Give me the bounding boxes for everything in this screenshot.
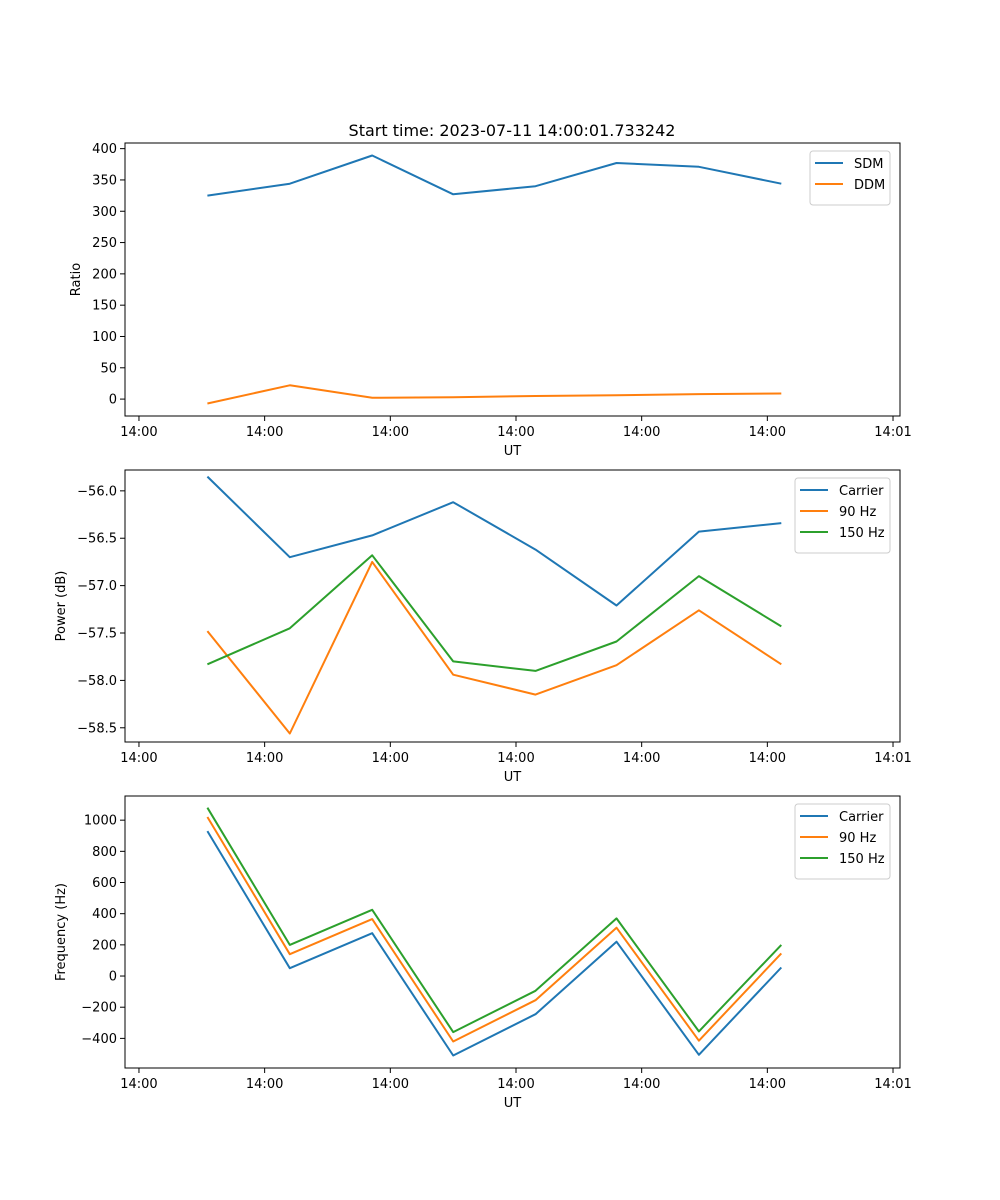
y-tick-label: −56.0	[77, 484, 117, 499]
y-tick-label: 200	[92, 938, 117, 953]
x-tick-label: 14:00	[749, 425, 786, 440]
y-tick-label: 400	[92, 907, 117, 922]
y-tick-label: −57.0	[77, 579, 117, 594]
x-tick-label: 14:00	[246, 1077, 283, 1092]
legend-box	[794, 803, 891, 880]
y-tick-label: 1000	[84, 814, 117, 829]
y-tick-label: 150	[92, 299, 117, 314]
x-tick-label: 14:01	[874, 425, 911, 440]
x-tick-label: 14:00	[246, 751, 283, 766]
y-tick-label: 100	[92, 330, 117, 345]
y-tick-label: 300	[92, 205, 117, 220]
legend-label: Carrier	[839, 484, 884, 499]
x-tick-label: 14:00	[497, 1077, 534, 1092]
x-tick-label: 14:00	[246, 425, 283, 440]
x-tick-label: 14:00	[372, 751, 409, 766]
legend-label: DDM	[854, 178, 885, 193]
legend-box	[794, 477, 891, 554]
x-axis-label: UT	[504, 1096, 522, 1111]
legend-label: SDM	[854, 157, 883, 172]
x-tick-label: 14:00	[120, 425, 157, 440]
x-tick-label: 14:01	[874, 751, 911, 766]
chart-panel-1: 14:00 14:00 14:00 14:00 14:00 14:00 14:01 0 50 10…	[69, 142, 912, 459]
legend-label: Carrier	[839, 810, 884, 825]
legend-box	[809, 150, 891, 206]
y-tick-label: 0	[109, 970, 117, 985]
x-axis-label: UT	[504, 444, 522, 459]
y-tick-label: −200	[81, 1001, 117, 1016]
y-tick-label: −58.0	[77, 674, 117, 689]
plot-area-frame	[124, 795, 901, 1069]
legend-label: 90 Hz	[839, 505, 876, 520]
y-tick-label: −400	[81, 1032, 117, 1047]
y-tick-label: −56.5	[77, 532, 117, 547]
plot-area-frame	[124, 469, 901, 743]
y-tick-label: −58.5	[77, 721, 117, 736]
y-axis-label: Frequency (Hz)	[54, 883, 69, 981]
legend-label: 150 Hz	[839, 526, 885, 541]
y-tick-label: 250	[92, 236, 117, 251]
x-tick-label: 14:00	[749, 751, 786, 766]
y-axis-label: Power (dB)	[54, 571, 69, 642]
y-tick-label: −57.5	[77, 627, 117, 642]
y-tick-label: 50	[100, 361, 117, 376]
x-tick-label: 14:01	[874, 1077, 911, 1092]
series-line-ddm	[207, 384, 782, 405]
series-line-90-hz	[206, 816, 783, 1043]
series-line-sdm	[207, 154, 782, 197]
panels: 14:00 14:00 14:00 14:00 14:00 14:00 14:01 0 50 10…	[54, 142, 912, 1111]
x-tick-label: 14:00	[120, 1077, 157, 1092]
y-tick-label: 800	[92, 845, 117, 860]
y-tick-label: 350	[92, 173, 117, 188]
x-axis-label: UT	[504, 770, 522, 785]
y-tick-label: 600	[92, 876, 117, 891]
x-tick-label: 14:00	[120, 751, 157, 766]
x-tick-label: 14:00	[372, 425, 409, 440]
y-axis-label: Ratio	[69, 263, 84, 296]
x-tick-label: 14:00	[497, 425, 534, 440]
series-line-150-hz	[206, 807, 783, 1034]
x-tick-label: 14:00	[372, 1077, 409, 1092]
x-tick-label: 14:00	[623, 751, 660, 766]
chart-panel-3: 14:00 14:00 14:00 14:00 14:00 14:00 14:01 1000 8…	[54, 795, 912, 1111]
legend-label: 150 Hz	[839, 852, 885, 867]
legend-label: 90 Hz	[839, 831, 876, 846]
x-tick-label: 14:00	[623, 1077, 660, 1092]
y-tick-label: 200	[92, 267, 117, 282]
y-tick-label: 400	[92, 142, 117, 157]
figure-title: Start time: 2023-07-11 14:00:01.733242	[349, 121, 676, 140]
series-line-carrier	[206, 475, 782, 607]
x-tick-label: 14:00	[749, 1077, 786, 1092]
series-line-90-hz	[206, 560, 782, 735]
chart-panel-2: 14:00 14:00 14:00 14:00 14:00 14:00 14:01 −56.0…	[54, 469, 912, 785]
plot-area-frame	[124, 142, 901, 417]
y-tick-label: 0	[109, 393, 117, 408]
series-line-carrier	[206, 830, 783, 1057]
x-tick-label: 14:00	[623, 425, 660, 440]
series-line-150-hz	[206, 554, 782, 672]
x-tick-label: 14:00	[497, 751, 534, 766]
